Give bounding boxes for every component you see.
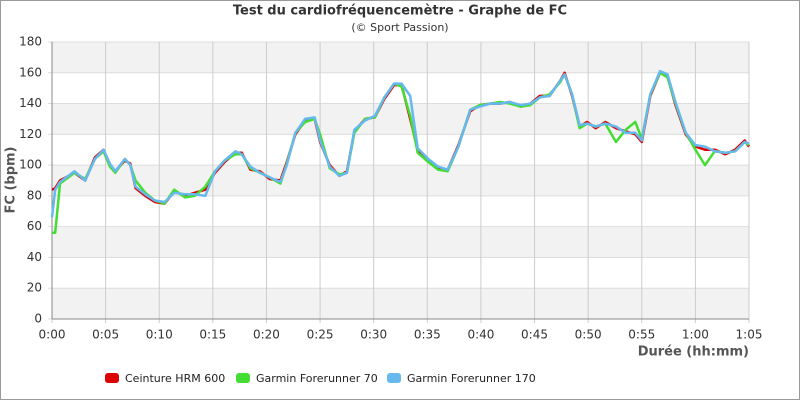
legend-swatch: [105, 373, 119, 383]
x-tick-label: 0:45: [521, 328, 548, 342]
x-tick-label: 0:35: [414, 328, 441, 342]
y-tick-label: 0: [34, 312, 42, 326]
legend-swatch: [387, 373, 401, 383]
x-tick-label: 1:05: [736, 328, 763, 342]
y-tick-label: 40: [27, 250, 42, 264]
grid-band: [52, 42, 749, 73]
y-axis-label: FC (bpm): [4, 147, 19, 214]
y-tick-label: 140: [19, 96, 42, 110]
x-tick-label: 0:10: [146, 328, 173, 342]
x-tick-label: 0:15: [199, 328, 226, 342]
x-tick-label: 0:40: [467, 328, 494, 342]
legend-label: Ceinture HRM 600: [125, 372, 225, 385]
y-tick-label: 120: [19, 127, 42, 141]
grid-band: [52, 103, 749, 135]
grid-band: [52, 226, 749, 258]
y-tick-label: 20: [27, 281, 42, 295]
grid-band: [52, 165, 749, 196]
x-tick-label: 0:20: [253, 328, 280, 342]
legend-label: Garmin Forerunner 70: [256, 372, 378, 385]
x-tick-label: 0:00: [39, 328, 66, 342]
chart-subtitle: (© Sport Passion): [351, 21, 448, 34]
grid-band: [52, 288, 749, 319]
x-axis-label: Durée (hh:mm): [638, 345, 749, 360]
x-tick-label: 0:25: [307, 328, 334, 342]
series-line: [50, 69, 750, 218]
x-tick-label: 0:55: [628, 328, 655, 342]
x-tick-label: 0:30: [360, 328, 387, 342]
x-tick-label: 1:00: [682, 328, 709, 342]
legend-swatch: [236, 373, 250, 383]
y-tick-label: 180: [19, 35, 42, 49]
x-tick-label: 0:05: [92, 328, 119, 342]
y-tick-label: 60: [27, 219, 42, 233]
x-tick-label: 0:50: [575, 328, 602, 342]
chart-title: Test du cardiofréquencemètre - Graphe de…: [233, 4, 567, 19]
y-tick-label: 80: [27, 188, 42, 202]
y-tick-label: 160: [19, 65, 42, 79]
legend-label: Garmin Forerunner 170: [407, 372, 536, 385]
y-tick-label: 100: [19, 158, 42, 172]
